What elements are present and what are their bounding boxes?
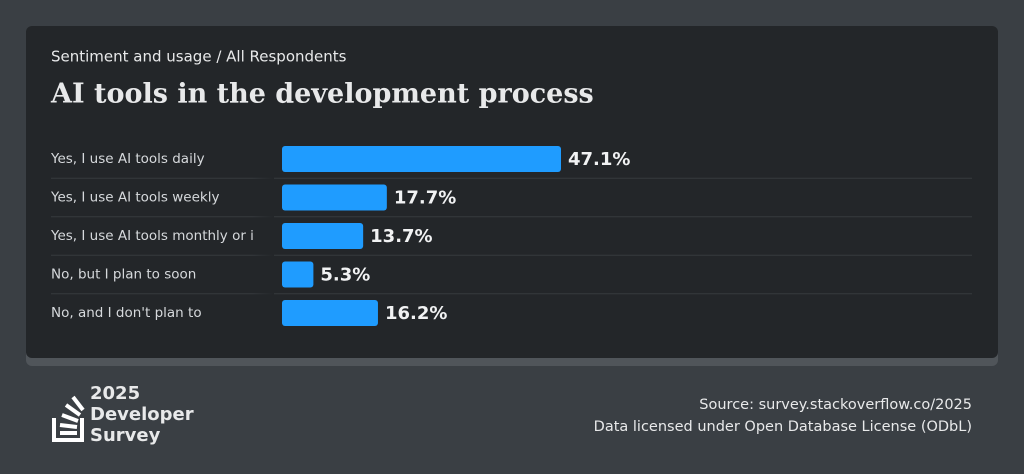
value-label: 47.1% <box>568 149 630 170</box>
category-label: Yes, I use AI tools monthly or i <box>50 228 254 244</box>
bar <box>282 261 314 288</box>
logo-tray <box>52 418 84 442</box>
bar <box>282 184 387 211</box>
logo-text: 2025 <box>90 383 140 404</box>
value-label: 16.2% <box>385 303 447 324</box>
license: Data licensed under Open Database Licens… <box>594 419 972 435</box>
logo-bar <box>64 403 82 417</box>
value-label: 17.7% <box>394 188 456 209</box>
logo-text: Developer <box>90 404 194 425</box>
bar <box>282 300 378 326</box>
source: Source: survey.stackoverflow.co/2025 <box>699 397 972 413</box>
category-label: No, and I don't plan to <box>51 305 202 321</box>
category-label: Yes, I use AI tools daily <box>50 151 205 167</box>
value-label: 5.3% <box>320 265 370 286</box>
chart-title: AI tools in the development process <box>50 79 594 110</box>
logo <box>52 395 85 442</box>
logo-text: Survey <box>90 425 161 446</box>
bar <box>282 223 364 249</box>
rows: Yes, I use AI tools daily 47.1% Yes, I use… <box>50 139 972 332</box>
category-label: No, but I plan to soon <box>51 267 196 283</box>
bar <box>282 146 561 172</box>
logo-bar <box>61 413 79 423</box>
subtitle: Sentiment and usage / All Respondents <box>51 48 347 66</box>
category-label: Yes, I use AI tools weekly <box>50 190 219 206</box>
logo-bar <box>71 395 85 412</box>
label-fade <box>252 139 274 332</box>
value-label: 13.7% <box>370 226 432 247</box>
logo-bar <box>59 423 78 429</box>
